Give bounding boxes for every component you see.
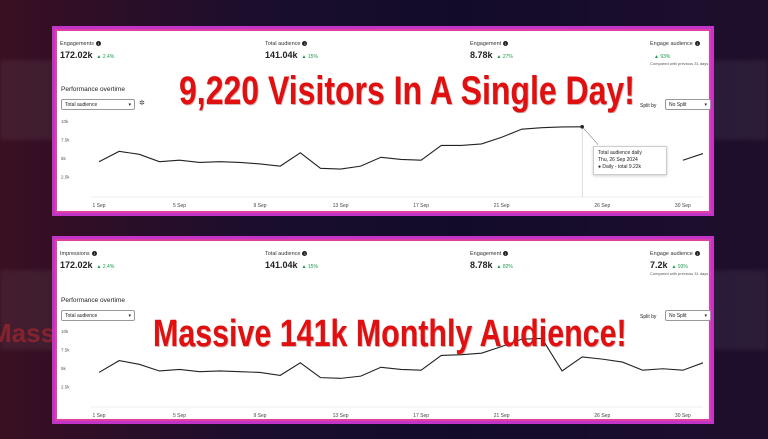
performance-title: Performance overtime: [61, 297, 125, 304]
x-tick-label: 17 Sep: [413, 203, 429, 209]
x-tick-label: 5 Sep: [173, 413, 186, 419]
metric-value: 7.2k: [650, 260, 668, 270]
info-icon[interactable]: i: [91, 251, 97, 257]
metric-change: 15%: [307, 54, 318, 60]
tooltip-title: Total audience daily: [598, 150, 642, 156]
chevron-down-icon: ▾: [128, 102, 131, 108]
metric-value: 172.02k: [60, 260, 93, 270]
metric-label: Engagement: [470, 251, 502, 257]
metric-value: 172.02k: [60, 50, 93, 60]
metrics-row: Engagements i 172.02k ▲ 2.4% Total audienc…: [55, 41, 711, 77]
x-tick-label: 21 Sep: [494, 413, 510, 419]
y-tick-label: 5k: [61, 366, 67, 371]
metric-card[interactable]: Engagements i 172.02k ▲ 2.4%: [60, 41, 115, 60]
x-tick-label: 9 Sep: [254, 413, 267, 419]
split-select[interactable]: No Split ▾: [665, 310, 711, 321]
metric-change: 82%: [502, 264, 513, 270]
info-icon[interactable]: i: [694, 251, 700, 257]
metric-card[interactable]: Engage audience i ▲ 93% Compared with pre…: [650, 41, 709, 66]
chevron-down-icon: ▾: [704, 313, 707, 319]
metric-note: Compared with previous 31 days: [650, 271, 709, 276]
metric-card[interactable]: Total audience i 141.04k ▲ 15%: [265, 41, 318, 60]
info-icon[interactable]: i: [95, 41, 101, 47]
y-tick-label: 10k: [61, 119, 69, 124]
gear-icon[interactable]: ✲: [139, 100, 145, 107]
metric-label: Engage audience: [650, 41, 693, 47]
metric-change: 93%: [677, 264, 688, 270]
metric-value: 8.78k: [470, 50, 493, 60]
y-tick-label: 2.5k: [61, 175, 70, 180]
info-icon[interactable]: i: [503, 251, 509, 257]
y-tick-label: 10k: [61, 329, 69, 334]
tooltip-connector: [582, 126, 599, 145]
y-tick-label: 7.5k: [61, 138, 70, 143]
metric-change: 15%: [307, 264, 318, 270]
metric-card[interactable]: Engage audience i 7.2k ▲ 93% Compared with…: [650, 251, 709, 276]
analytics-panel-top: Engagements i 172.02k ▲ 2.4% Total audienc…: [52, 26, 714, 216]
chevron-down-icon: ▾: [704, 102, 707, 108]
metric-note: Compared with previous 31 days: [650, 61, 709, 66]
series-line: [98, 337, 704, 379]
line-chart: 10k 7.5k 5k 2.5k 1 Sep 5 Sep 9 Sep 13 Sep 17 Sep…: [61, 329, 704, 419]
y-tick-label: 7.5k: [61, 348, 70, 353]
metric-card[interactable]: Total audience i 141.04k ▲ 15%: [265, 251, 318, 270]
chart-tooltip: Total audience daily Thu, 26 Sep 2024 ● …: [593, 146, 667, 175]
metrics-row: Impressions i 172.02k ▲ 2.4% Total audienc…: [55, 251, 711, 287]
metric-value: 141.04k: [265, 260, 298, 270]
x-tick-label: 30 Sep: [675, 413, 691, 419]
split-by-label: Split by: [640, 314, 657, 320]
info-icon[interactable]: i: [503, 41, 509, 47]
x-tick-label: 13 Sep: [333, 413, 349, 419]
metric-select[interactable]: Total audience ▾: [61, 99, 135, 110]
x-tick-label: 26 Sep: [594, 203, 610, 209]
metric-label: Engagement: [470, 41, 502, 47]
x-tick-label: 17 Sep: [413, 413, 429, 419]
x-tick-label: 13 Sep: [333, 203, 349, 209]
analytics-panel-bottom: Impressions i 172.02k ▲ 2.4% Total audienc…: [52, 236, 714, 424]
metric-change: 2.4%: [102, 264, 115, 270]
metric-label: Total audience: [265, 251, 301, 257]
series-line: [682, 153, 704, 161]
y-tick-label: 2.5k: [61, 385, 70, 390]
metric-value: 8.78k: [470, 260, 493, 270]
tooltip-value: Daily - total 9.22k: [602, 164, 642, 170]
series-line: [98, 126, 583, 170]
tooltip-date: Thu, 26 Sep 2024: [598, 157, 638, 163]
split-by-label: Split by: [640, 103, 657, 109]
chevron-down-icon: ▾: [128, 313, 131, 319]
metric-label: Impressions: [60, 251, 90, 257]
metric-label: Engagements: [60, 41, 94, 47]
metric-card[interactable]: Engagement i 8.78k ▲ 27%: [470, 41, 513, 60]
line-chart: 10k 7.5k 5k 2.5k 1 Sep 5 Sep 9 Sep 13 Sep 17 Sep…: [61, 119, 704, 209]
metric-change: 93%: [660, 54, 671, 60]
split-select[interactable]: No Split ▾: [665, 99, 711, 110]
y-tick-label: 5k: [61, 156, 67, 161]
info-icon[interactable]: i: [302, 251, 308, 257]
metric-select[interactable]: Total audience ▾: [61, 310, 135, 321]
metric-card[interactable]: Engagement i 8.78k ▲ 82%: [470, 251, 513, 270]
metric-label: Engage audience: [650, 251, 693, 257]
x-tick-label: 30 Sep: [675, 203, 691, 209]
x-tick-label: 9 Sep: [254, 203, 267, 209]
info-icon[interactable]: i: [694, 41, 700, 47]
info-icon[interactable]: i: [302, 41, 308, 47]
metric-change: 2.4%: [102, 54, 115, 60]
x-tick-label: 1 Sep: [92, 413, 105, 419]
performance-title: Performance overtime: [61, 86, 125, 93]
x-tick-label: 21 Sep: [494, 203, 510, 209]
x-tick-label: 5 Sep: [173, 203, 186, 209]
x-tick-label: 26 Sep: [594, 413, 610, 419]
headline-overlay: 9,220 Visitors In A Single Day!: [179, 69, 635, 113]
headline-overlay: Massive 141k Monthly Audience!: [153, 313, 627, 355]
metric-card[interactable]: Impressions i 172.02k ▲ 2.4%: [60, 251, 115, 270]
metric-value: 141.04k: [265, 50, 298, 60]
x-tick-label: 1 Sep: [92, 203, 105, 209]
metric-label: Total audience: [265, 41, 301, 47]
metric-change: 27%: [502, 54, 513, 60]
